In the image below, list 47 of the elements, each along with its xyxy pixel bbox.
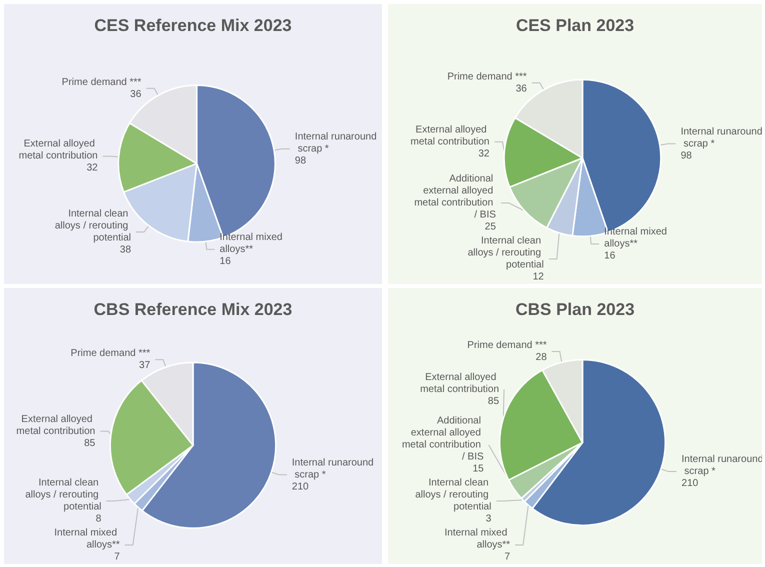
slice-label: Prime demand *** bbox=[447, 71, 527, 82]
data-label: 210 bbox=[292, 481, 310, 492]
data-label: 8 bbox=[96, 514, 102, 524]
chart-title: CES Plan 2023 bbox=[516, 16, 634, 35]
data-label: 85 bbox=[488, 396, 500, 407]
slice-label: Internal runaround scrap * bbox=[294, 131, 377, 154]
data-label: 3 bbox=[486, 514, 492, 524]
data-label: 15 bbox=[472, 464, 484, 474]
slice-label: Internal clean alloys / rerouting potential bbox=[415, 478, 492, 512]
chart-title: CBS Plan 2023 bbox=[515, 300, 635, 319]
slice-label: Prime demand *** bbox=[62, 76, 142, 88]
data-label: 85 bbox=[84, 438, 96, 449]
data-label: 7 bbox=[504, 552, 511, 562]
slice-label: Prime demand *** bbox=[70, 348, 150, 360]
slice-label: Additional external alloyed metal contribution / BIS bbox=[414, 174, 496, 220]
slice-label: Internal clean alloys / rerouting potential bbox=[54, 208, 132, 244]
data-label: 37 bbox=[139, 360, 151, 372]
slice-label: Internal clean alloys / rerouting potential bbox=[468, 236, 544, 270]
slice-label: External alloyed metal contribution bbox=[16, 414, 96, 437]
slice-label: External alloyed metal contribution bbox=[18, 138, 98, 162]
data-label: 36 bbox=[516, 83, 528, 94]
data-label: 16 bbox=[220, 256, 232, 267]
chart-title: CES Reference Mix 2023 bbox=[94, 16, 292, 35]
slice-label: Internal mixed alloys** bbox=[444, 528, 510, 550]
slice-label: External alloyed metal contribution bbox=[420, 372, 500, 395]
data-label: 38 bbox=[120, 244, 132, 256]
data-label: 7 bbox=[114, 552, 120, 562]
data-label: 98 bbox=[294, 155, 306, 166]
data-label: 25 bbox=[484, 222, 496, 232]
chart-title: CBS Reference Mix 2023 bbox=[94, 300, 292, 319]
slice-label: Internal runaround scrap * bbox=[680, 126, 762, 150]
slice-label: Internal mixed alloys** bbox=[220, 232, 286, 255]
slice-label: Internal mixed alloys** bbox=[604, 226, 670, 250]
data-label: 32 bbox=[478, 148, 490, 160]
slice-label: External alloyed metal contribution bbox=[410, 124, 490, 148]
data-label: 36 bbox=[130, 88, 142, 100]
data-label: 12 bbox=[532, 272, 544, 282]
data-label: 28 bbox=[536, 352, 548, 363]
data-label: 16 bbox=[604, 250, 616, 262]
slice-label: Additional external alloyed metal contribution / BIS bbox=[402, 416, 484, 462]
slice-label: Internal runaround scrap * bbox=[292, 457, 374, 480]
data-label: 32 bbox=[86, 162, 98, 174]
data-label: 98 bbox=[680, 150, 692, 162]
slice-label: Internal clean alloys / rerouting potential bbox=[25, 478, 102, 512]
slice-label: Prime demand *** bbox=[467, 340, 547, 351]
data-label: 210 bbox=[682, 478, 699, 490]
slice-label: Internal mixed alloys** bbox=[54, 528, 120, 550]
